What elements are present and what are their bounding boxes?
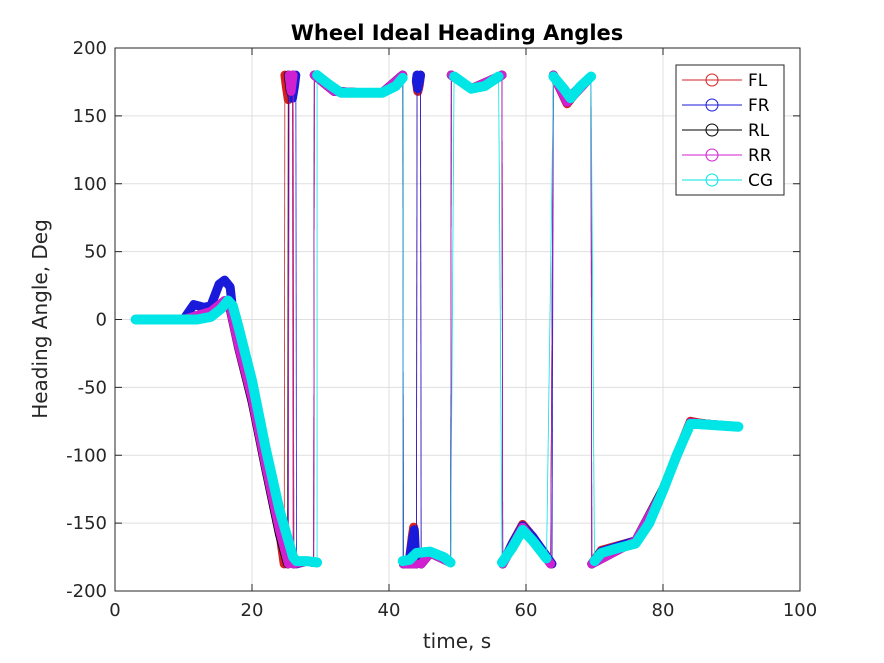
series-rr-wrap-line xyxy=(292,75,295,564)
series-fr-line xyxy=(411,70,425,94)
series-fr-wrap-line xyxy=(420,75,422,564)
x-tick-label: 100 xyxy=(783,600,817,621)
chart-title: Wheel Ideal Heading Angles xyxy=(291,21,624,45)
y-tick-label: 0 xyxy=(96,310,107,331)
legend-label: RL xyxy=(748,121,770,141)
series-fr-wrap-line xyxy=(415,75,418,564)
series-cg-wrap-line xyxy=(546,76,554,559)
x-tick-label: 60 xyxy=(515,600,538,621)
y-tick-label: 150 xyxy=(73,106,107,127)
x-tick-label: 40 xyxy=(378,600,401,621)
series-cg-line xyxy=(397,546,456,568)
series-cg-wrap-line xyxy=(590,76,595,562)
legend-marker xyxy=(705,173,719,187)
series-cg-line xyxy=(312,70,408,98)
series-cg-wrap-line xyxy=(498,76,503,563)
legend-label: CG xyxy=(748,171,773,191)
legend-marker xyxy=(705,148,719,162)
series-rr-line xyxy=(284,70,298,96)
legend-item-fl: FL xyxy=(682,71,768,91)
legend-marker xyxy=(705,123,719,137)
series-rr-wrap-line xyxy=(501,75,504,564)
series-cg-wrap-line xyxy=(450,76,455,563)
legend-label: FL xyxy=(748,71,768,91)
series-cg-line xyxy=(449,71,504,94)
y-axis-label: Heading Angle, Deg xyxy=(28,219,52,419)
y-tick-label: -200 xyxy=(66,581,107,602)
legend-label: RR xyxy=(748,146,772,166)
series-fl-wrap-line xyxy=(292,75,294,564)
series-rl-wrap-line xyxy=(287,75,289,564)
series-rr-wrap-line xyxy=(313,75,315,563)
legend-item-rr: RR xyxy=(682,146,772,166)
legend-item-fr: FR xyxy=(682,96,770,116)
legend-item-cg: CG xyxy=(682,171,773,191)
axis-ticks: 0 20 40 60 80 100 -200 -150 -100 -50 0 50 100 150 200 xyxy=(66,38,817,621)
series-fl-wrap-line xyxy=(283,75,286,564)
series-cg xyxy=(130,70,744,568)
x-axis-label: time, s xyxy=(423,629,491,653)
legend: FL FR RL RR CG xyxy=(675,64,785,196)
series-rr-wrap-line xyxy=(450,75,452,563)
series-rr-wrap-line xyxy=(590,76,593,564)
y-tick-label: -50 xyxy=(78,377,107,398)
y-tick-label: -150 xyxy=(66,513,107,534)
legend-marker xyxy=(705,98,719,112)
y-tick-label: 100 xyxy=(73,174,107,195)
y-tick-label: 200 xyxy=(73,38,107,59)
legend-item-rl: RL xyxy=(682,121,770,141)
legend-label: FR xyxy=(748,96,770,116)
x-tick-label: 20 xyxy=(241,600,264,621)
series-group xyxy=(130,70,744,569)
x-tick-label: 80 xyxy=(652,600,675,621)
y-tick-label: -100 xyxy=(66,445,107,466)
legend-marker xyxy=(705,73,719,87)
series-cg-line xyxy=(130,295,323,568)
series-cg-line xyxy=(548,71,597,104)
y-tick-label: 50 xyxy=(84,242,107,263)
series-rr-wrap-line xyxy=(287,75,290,564)
series-cg-line xyxy=(589,419,744,567)
series-rr-wrap-line xyxy=(550,75,554,564)
series-fr-wrap-line xyxy=(295,75,297,564)
series-cg-line xyxy=(497,524,552,568)
x-tick-label: 0 xyxy=(109,600,120,621)
